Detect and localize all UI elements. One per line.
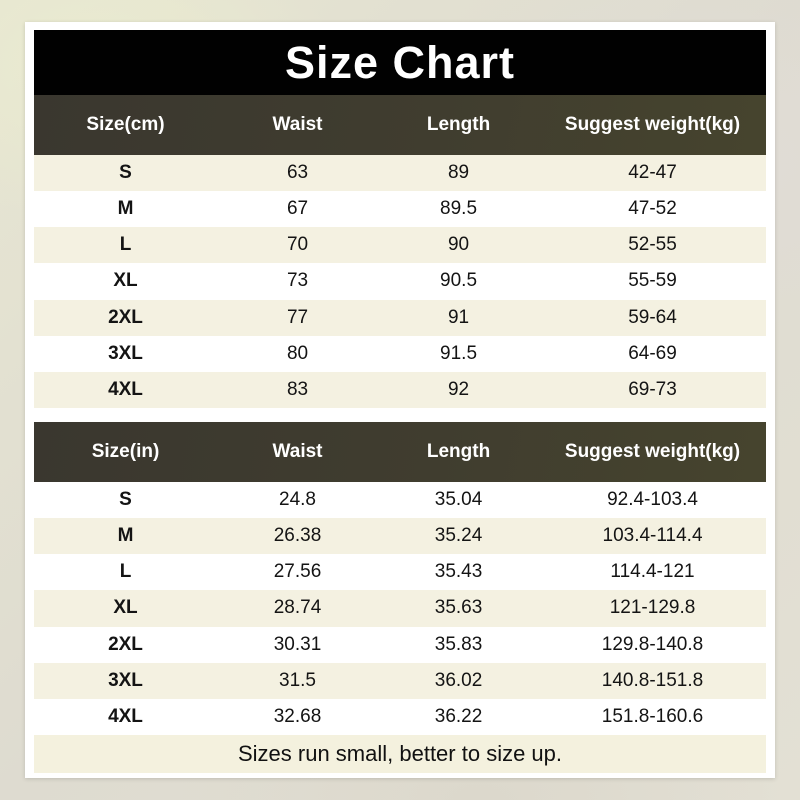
column-header: Waist [272,441,323,462]
value-cell: 91 [447,306,470,328]
size-label-cell: 3XL [108,669,143,691]
table-row: 2XL 77 91 59-64 [34,299,766,336]
value-cell: 31.5 [279,669,316,691]
column-header: Waist [272,114,323,135]
value-cell: 59-64 [628,306,677,328]
value-cell: 89.5 [440,198,478,220]
table-row: L 27.56 35.43 114.4-121 [34,554,766,591]
value-cell: 69-73 [628,378,677,400]
table-body: S 24.8 35.04 92.4-103.4 M 26.38 35.24 103.4-114… [34,482,766,735]
table-row: 3XL 80 91.5 64-69 [34,335,766,372]
size-label-cell: M [117,198,134,220]
size-label-cell: 3XL [108,342,143,364]
size-label-cell: 4XL [108,378,143,400]
value-cell: 47-52 [628,198,677,220]
value-cell: 55-59 [628,270,677,292]
value-cell: 35.43 [434,561,483,583]
value-cell: 89 [447,162,470,184]
column-header: Suggest weight(kg) [564,114,741,135]
footer-note: Sizes run small, better to size up. [34,735,766,773]
table-row: 4XL 32.68 36.22 151.8-160.6 [34,698,766,735]
size-table-in: Size(in) Waist Length Suggest weight(kg) S 2… [34,422,766,735]
column-header: Length [426,441,491,462]
value-cell: 67 [286,198,309,220]
value-cell: 28.74 [273,597,322,619]
size-label-cell: 2XL [108,633,143,655]
value-cell: 151.8-160.6 [601,705,704,727]
table-row: S 63 89 42-47 [34,155,766,192]
table-header-row: Size(cm) Waist Length Suggest weight(kg) [34,95,766,155]
value-cell: 73 [286,270,309,292]
value-cell: 64-69 [628,342,677,364]
size-label-cell: 2XL [108,306,143,328]
table-divider [34,408,766,422]
table-row: XL 28.74 35.63 121-129.8 [34,590,766,627]
table-row: XL 73 90.5 55-59 [34,263,766,300]
column-header: Length [426,114,491,135]
table-row: 3XL 31.5 36.02 140.8-151.8 [34,662,766,699]
size-label-cell: L [119,561,132,583]
table-row: L 70 90 52-55 [34,227,766,264]
value-cell: 90 [447,234,470,256]
value-cell: 35.24 [434,525,483,547]
column-header: Suggest weight(kg) [564,441,741,462]
table-row: M 26.38 35.24 103.4-114.4 [34,518,766,555]
value-cell: 90.5 [440,270,478,292]
table-row: M 67 89.5 47-52 [34,191,766,228]
size-label-cell: S [119,162,132,184]
size-chart-card: Size Chart Size(cm) Waist Length Suggest we… [25,22,775,778]
value-cell: 91.5 [440,342,478,364]
value-cell: 70 [286,234,309,256]
value-cell: 83 [286,378,309,400]
size-label-cell: 4XL [108,705,143,727]
value-cell: 36.22 [434,705,483,727]
value-cell: 103.4-114.4 [602,525,703,547]
value-cell: 42-47 [628,162,677,184]
value-cell: 92 [447,378,470,400]
column-header: Size(cm) [86,114,165,135]
value-cell: 77 [286,306,309,328]
column-header: Size(in) [91,441,160,462]
value-cell: 140.8-151.8 [601,669,704,691]
value-cell: 114.4-121 [610,561,695,583]
value-cell: 26.38 [273,525,322,547]
value-cell: 80 [286,342,309,364]
table-row: 4XL 83 92 69-73 [34,371,766,408]
value-cell: 35.63 [434,597,483,619]
table-header-row: Size(in) Waist Length Suggest weight(kg) [34,422,766,482]
table-row: S 24.8 35.04 92.4-103.4 [34,482,766,519]
value-cell: 129.8-140.8 [601,633,704,655]
value-cell: 36.02 [434,669,483,691]
value-cell: 30.31 [273,633,322,655]
table-row: 2XL 30.31 35.83 129.8-140.8 [34,626,766,663]
value-cell: 121-129.8 [609,597,696,619]
size-label-cell: S [119,489,132,511]
value-cell: 27.56 [273,561,322,583]
table-body: S 63 89 42-47 M 67 89.5 47-52 L 70 90 52-55 XL 73 90.5… [34,155,766,408]
value-cell: 35.83 [434,633,483,655]
size-label-cell: XL [113,597,138,619]
value-cell: 35.04 [434,489,483,511]
page-title: Size Chart [34,30,766,95]
value-cell: 24.8 [279,489,316,511]
size-table-cm: Size(cm) Waist Length Suggest weight(kg) S 6… [34,95,766,408]
value-cell: 63 [286,162,309,184]
value-cell: 52-55 [628,234,677,256]
size-label-cell: M [117,525,134,547]
size-label-cell: XL [113,270,138,292]
value-cell: 32.68 [273,705,322,727]
size-label-cell: L [119,234,132,256]
value-cell: 92.4-103.4 [607,489,698,511]
